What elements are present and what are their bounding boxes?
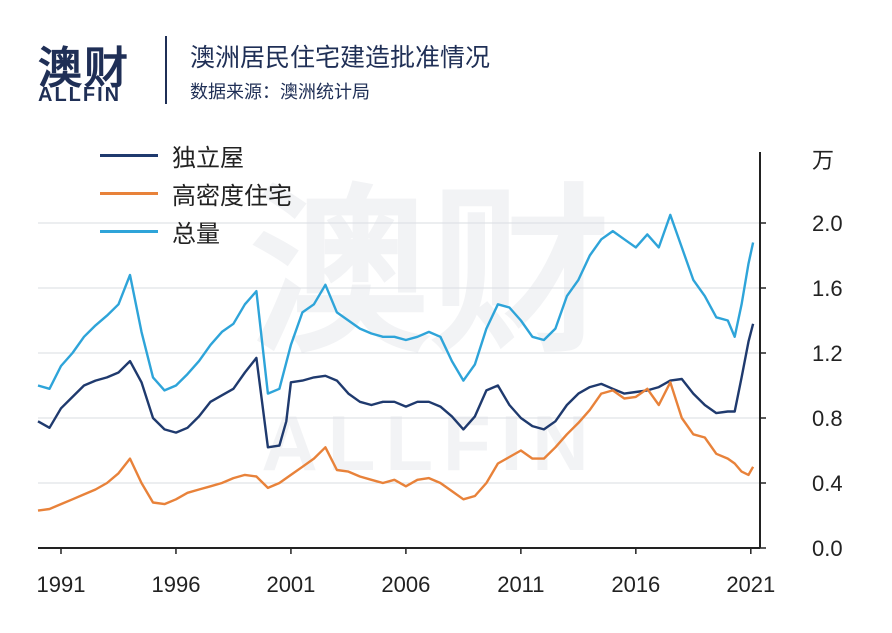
x-tick-label: 1991	[37, 572, 86, 597]
y-axis-unit: 万	[812, 148, 834, 173]
x-tick-label: 1996	[151, 572, 200, 597]
series-line-high-density	[37, 381, 755, 512]
header-divider	[165, 36, 167, 104]
watermark-en: ALLFIN	[261, 399, 598, 487]
chart-title: 澳洲居民住宅建造批准情况	[190, 43, 491, 72]
chart-source: 数据来源：澳洲统计局	[190, 82, 370, 103]
series-line-total	[37, 213, 755, 395]
x-tick-label: 2006	[381, 572, 430, 597]
series-lines	[37, 213, 755, 512]
legend-item-houses: 独立屋	[100, 140, 244, 172]
x-tick-label: 2016	[611, 572, 660, 597]
legend-swatch-high-density	[100, 191, 158, 195]
y-tick-label: 0.8	[812, 406, 843, 431]
legend-swatch-houses	[100, 153, 158, 157]
y-tick-label: 0.0	[812, 536, 843, 561]
legend-item-total: 总量	[100, 216, 220, 248]
y-tick-label: 1.2	[812, 341, 843, 366]
x-axis-ticks: 1991 1996 2001 2006 2011 2016 2021	[37, 548, 775, 597]
x-tick-label: 2011	[497, 572, 544, 597]
legend-swatch-total	[100, 229, 158, 233]
y-axis-ticks: 0.0 0.4 0.8 1.2 1.6 2.0	[760, 211, 843, 561]
watermark-cn: 澳财	[250, 173, 610, 374]
legend-label-high-density: 高密度住宅	[172, 181, 292, 210]
brand-logo-cn: 澳财	[38, 43, 130, 94]
x-tick-label: 2001	[266, 572, 315, 597]
axes	[38, 152, 761, 549]
y-tick-label: 2.0	[812, 211, 843, 236]
y-tick-label: 1.6	[812, 276, 843, 301]
x-tick-label: 2021	[726, 572, 775, 597]
legend-label-total: 总量	[172, 219, 220, 248]
brand-logo-en: ALLFIN	[38, 84, 122, 106]
legend-label-houses: 独立屋	[172, 143, 244, 172]
legend-item-high-density: 高密度住宅	[100, 178, 292, 210]
y-tick-label: 0.4	[812, 471, 843, 496]
